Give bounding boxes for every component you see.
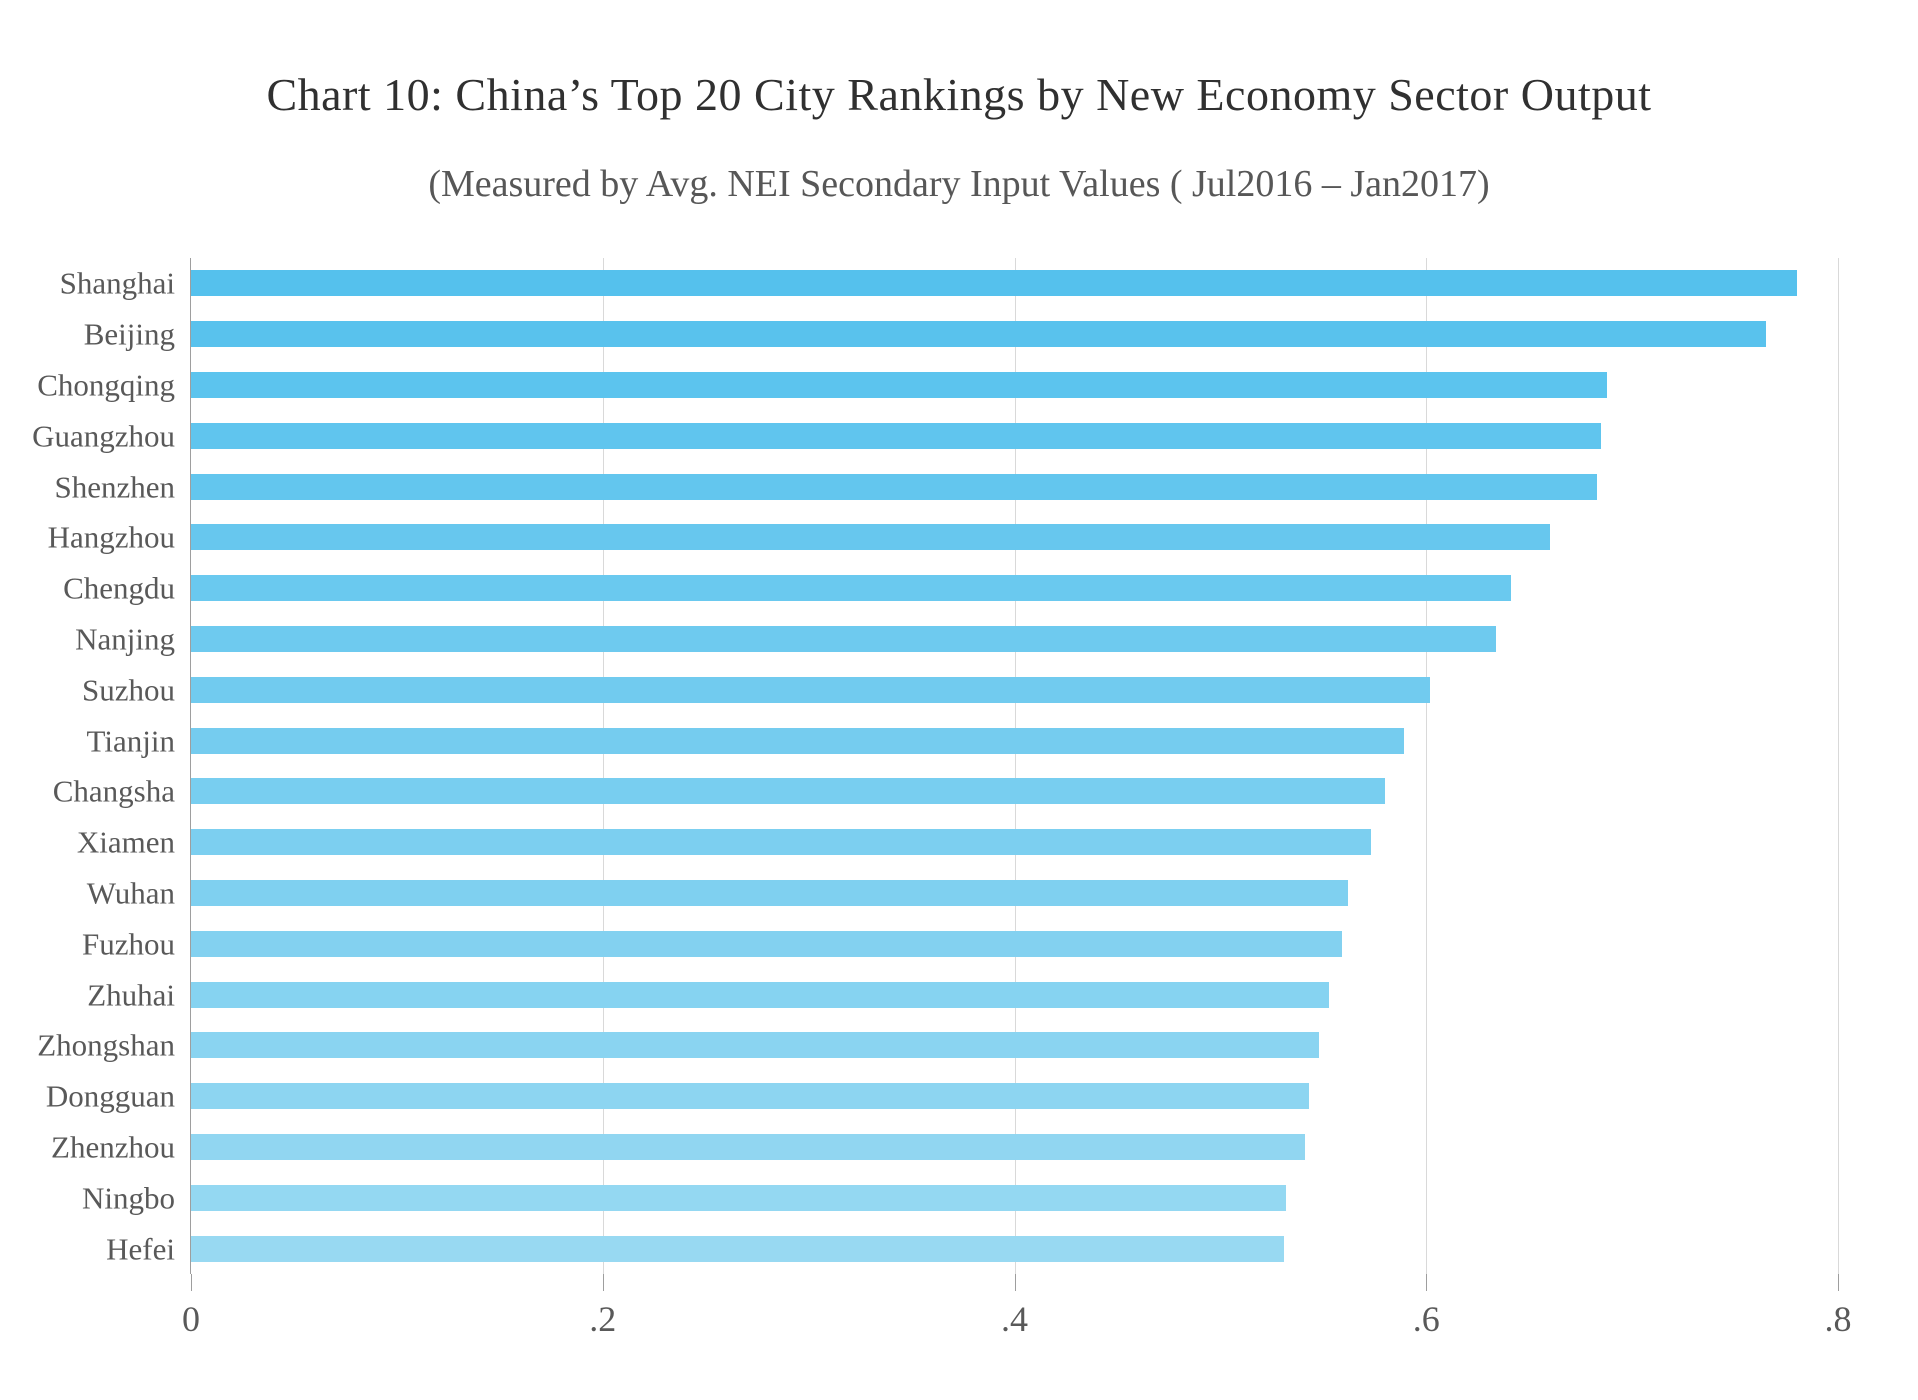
- category-label: Zhenzhou: [51, 1129, 175, 1165]
- category-label: Shanghai: [59, 265, 175, 301]
- category-label: Zhongshan: [37, 1027, 175, 1063]
- chart-subtitle: (Measured by Avg. NEI Secondary Input Va…: [428, 163, 1490, 205]
- category-label: Wuhan: [86, 875, 175, 911]
- category-label: Nanjing: [75, 621, 175, 657]
- x-axis-tick: [602, 1274, 604, 1291]
- category-label: Changsha: [52, 773, 175, 809]
- bar: [191, 676, 1431, 703]
- x-axis-tick: [1838, 1274, 1839, 1291]
- x-axis-tick: [191, 1274, 192, 1291]
- bar-row: Hefei: [106, 1223, 1838, 1274]
- x-axis-tick-label: 0: [182, 1299, 200, 1339]
- bar-row: Dongguan: [46, 1071, 1838, 1122]
- bar-row: Tianjin: [87, 715, 1838, 766]
- bar-row: Zhenzhou: [51, 1122, 1838, 1173]
- bar: [191, 879, 1349, 906]
- bar: [191, 829, 1371, 856]
- bars-layer: Shanghai Beijing Chongqing Guangzhou Shenzhe…: [32, 258, 1838, 1274]
- bar: [191, 981, 1330, 1008]
- bar: [191, 575, 1511, 602]
- bar: [191, 1235, 1285, 1262]
- bar: [191, 930, 1342, 957]
- bar: [191, 1184, 1287, 1211]
- x-axis-tick-label: .2: [589, 1299, 617, 1339]
- bar: [191, 1133, 1305, 1160]
- bar: [191, 727, 1404, 754]
- bar: [191, 422, 1602, 449]
- chart-title: Chart 10: China’s Top 20 City Rankings b…: [266, 69, 1652, 120]
- category-label: Guangzhou: [32, 418, 175, 454]
- x-axis-tick-label: .8: [1824, 1299, 1852, 1339]
- gridline: [1014, 258, 1016, 1274]
- bar-row: Xiamen: [77, 817, 1838, 868]
- bar-row: Chengdu: [63, 563, 1838, 614]
- bar-row: Fuzhou: [82, 918, 1838, 969]
- gridline: [602, 258, 604, 1274]
- category-label: Chongqing: [37, 367, 175, 403]
- category-label: Chengdu: [63, 570, 175, 606]
- bar-row: Beijing: [84, 309, 1838, 360]
- bar: [191, 321, 1766, 348]
- bar: [191, 778, 1386, 805]
- x-axis-tick-label: .6: [1412, 1299, 1440, 1339]
- bar-row: Wuhan: [87, 868, 1838, 919]
- x-axis-tick: [1014, 1274, 1016, 1291]
- plot-area: Shanghai Beijing Chongqing Guangzhou Shenzhe…: [32, 258, 1852, 1339]
- category-label: Ningbo: [82, 1180, 175, 1216]
- gridline: [1838, 258, 1839, 1274]
- bar: [191, 473, 1598, 500]
- bar-row: Shanghai: [60, 258, 1838, 309]
- category-label: Tianjin: [86, 723, 175, 759]
- bar: [191, 1032, 1320, 1059]
- category-label: Hangzhou: [47, 519, 175, 555]
- bar-row: Nanjing: [75, 614, 1838, 665]
- category-label: Xiamen: [76, 824, 175, 860]
- bar-row: Zhuhai: [87, 969, 1838, 1020]
- x-axis-tick-label: .4: [1001, 1299, 1028, 1339]
- bar-row: Chongqing: [37, 360, 1838, 411]
- bar-row: Ningbo: [82, 1172, 1838, 1223]
- category-label: Suzhou: [82, 672, 175, 708]
- category-label: Dongguan: [45, 1078, 175, 1114]
- bar: [191, 270, 1797, 297]
- bar-row: Suzhou: [82, 664, 1838, 715]
- bar: [191, 1083, 1309, 1110]
- category-label: Fuzhou: [82, 926, 175, 962]
- bar-row: Hangzhou: [48, 512, 1838, 563]
- x-axis-tick: [1426, 1274, 1428, 1291]
- bar: [191, 524, 1550, 551]
- category-label: Hefei: [106, 1231, 175, 1267]
- bar: [191, 371, 1608, 398]
- bar-row: Zhongshan: [37, 1020, 1838, 1071]
- bar: [191, 625, 1497, 652]
- category-label: Beijing: [83, 316, 175, 352]
- gridline: [1426, 258, 1428, 1274]
- bar-row: Shenzhen: [54, 461, 1838, 512]
- bar-row: Changsha: [53, 766, 1838, 817]
- category-label: Shenzhen: [54, 469, 175, 505]
- category-label: Zhuhai: [87, 977, 175, 1013]
- bar-row: Guangzhou: [32, 410, 1838, 461]
